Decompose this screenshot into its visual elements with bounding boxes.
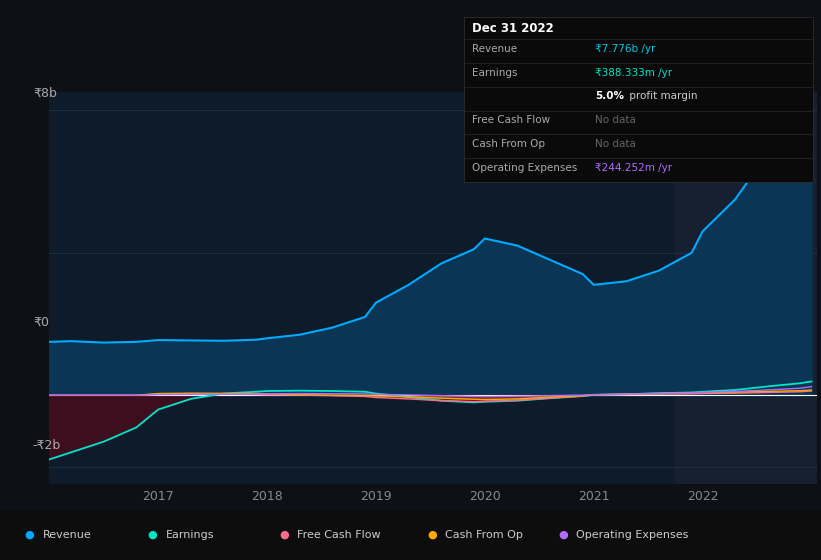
Text: Free Cash Flow: Free Cash Flow: [297, 530, 381, 540]
Text: ●: ●: [148, 530, 158, 540]
Text: Free Cash Flow: Free Cash Flow: [472, 115, 550, 125]
Text: Operating Expenses: Operating Expenses: [576, 530, 689, 540]
Text: Revenue: Revenue: [43, 530, 91, 540]
Text: ●: ●: [25, 530, 34, 540]
Text: Cash From Op: Cash From Op: [445, 530, 523, 540]
Text: Cash From Op: Cash From Op: [472, 139, 545, 149]
Text: ●: ●: [427, 530, 437, 540]
Text: Earnings: Earnings: [166, 530, 214, 540]
Text: ₹0: ₹0: [33, 315, 48, 329]
Text: No data: No data: [595, 115, 636, 125]
Text: ₹388.333m /yr: ₹388.333m /yr: [595, 68, 672, 77]
Text: Revenue: Revenue: [472, 44, 517, 54]
Text: ₹244.252m /yr: ₹244.252m /yr: [595, 163, 672, 172]
Text: profit margin: profit margin: [626, 91, 698, 101]
Text: No data: No data: [595, 139, 636, 149]
Text: ₹8b: ₹8b: [33, 87, 57, 100]
Text: Earnings: Earnings: [472, 68, 517, 77]
Text: ●: ●: [558, 530, 568, 540]
Text: Operating Expenses: Operating Expenses: [472, 163, 577, 172]
Text: -₹2b: -₹2b: [33, 438, 61, 452]
Bar: [676, 92, 817, 484]
Text: Dec 31 2022: Dec 31 2022: [472, 22, 554, 35]
Text: ●: ●: [279, 530, 289, 540]
Text: 5.0%: 5.0%: [595, 91, 624, 101]
Text: ₹7.776b /yr: ₹7.776b /yr: [595, 44, 656, 54]
